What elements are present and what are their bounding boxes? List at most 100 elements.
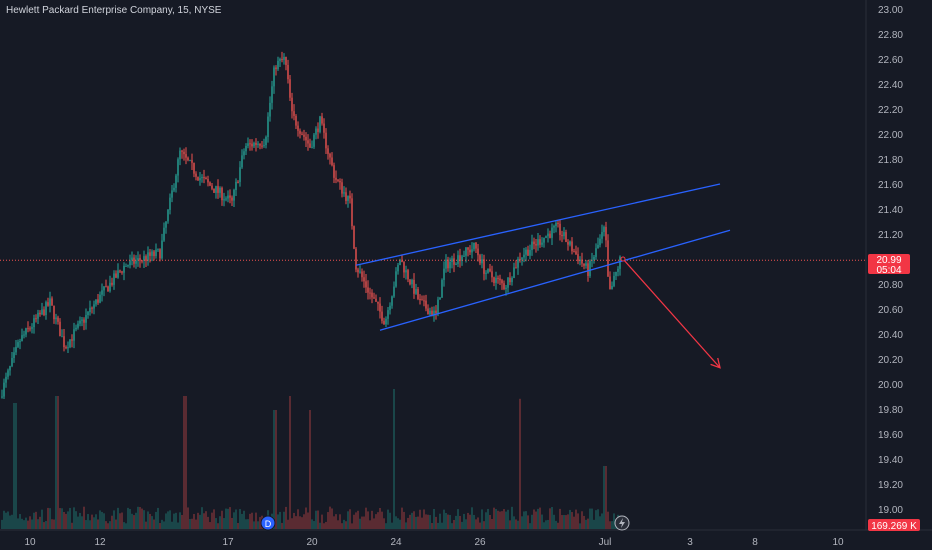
volume-bar [415, 516, 417, 529]
volume-bar [453, 519, 455, 529]
candle-body [423, 300, 425, 302]
volume-bar [95, 514, 97, 529]
volume-bar [61, 508, 63, 529]
dividend-badge-circle[interactable] [260, 515, 276, 531]
candle-body [199, 178, 201, 181]
candle-body [507, 277, 509, 288]
volume-bar [325, 521, 327, 529]
candle-body [217, 186, 219, 193]
candle-body [589, 260, 591, 276]
volume-bar [47, 507, 49, 529]
candle-body [135, 260, 137, 264]
volume-bar [545, 520, 547, 529]
volume-bar [291, 518, 293, 529]
volume-bar [77, 516, 79, 529]
volume-bar [87, 514, 89, 529]
candle-body [47, 302, 49, 306]
channel-upper-line[interactable] [355, 183, 721, 266]
candle-body [141, 260, 143, 262]
volume-bar [471, 507, 473, 529]
volume-bar [327, 512, 329, 529]
candle-body [417, 289, 419, 299]
volume-bar [199, 514, 201, 529]
candle-body [287, 64, 289, 80]
volume-bar [181, 514, 183, 529]
candle-body [145, 256, 147, 262]
volume-bar [509, 520, 511, 529]
volume-bar [405, 522, 407, 529]
volume-bar [393, 389, 395, 529]
candle-body [597, 244, 599, 249]
candle-body [15, 346, 17, 353]
candle-body [157, 249, 159, 251]
projection-arrow-start[interactable] [620, 256, 626, 262]
candle-body [93, 304, 95, 309]
volume-bar [323, 523, 325, 529]
price-tick-label: 20.00 [878, 380, 903, 391]
volume-bar [127, 507, 129, 529]
candle-body [117, 270, 119, 278]
candle-body [533, 241, 535, 245]
candle-body [549, 233, 551, 238]
volume-bar [19, 514, 21, 529]
drawing-layer[interactable] [355, 183, 731, 369]
earnings-badge[interactable] [614, 515, 630, 531]
candle-body [321, 116, 323, 124]
candle-body [261, 145, 263, 147]
candle-body [397, 265, 399, 272]
time-axis[interactable]: 10 12 17 20 24 26 Jul 3 8 10 [24, 537, 844, 548]
volume-bar [501, 511, 503, 529]
candle-body [539, 239, 541, 245]
candle-body [519, 258, 521, 260]
volume-bar [357, 510, 359, 529]
time-tick-label: 26 [474, 537, 486, 548]
candle-body [497, 277, 499, 279]
volume-bar [377, 512, 379, 529]
candle-body [389, 305, 391, 311]
volume-bar [5, 512, 7, 529]
volume-bar [155, 511, 157, 529]
volume-bar [241, 513, 243, 529]
volume-bar [35, 511, 37, 529]
price-tick-label: 22.00 [878, 130, 903, 141]
candle-body [563, 232, 565, 237]
candle-body [491, 271, 493, 278]
projection-arrow-head[interactable] [710, 357, 721, 369]
candle-body [169, 197, 171, 210]
volume-bar [213, 509, 215, 529]
candle-body [211, 185, 213, 189]
candle-body [319, 116, 321, 132]
volume-bar [139, 507, 141, 529]
candle-body [79, 320, 81, 324]
candle-body [143, 256, 145, 261]
candle-body [329, 153, 331, 158]
volume-bar [423, 509, 425, 529]
volume-bar [591, 508, 593, 529]
volume-bar [75, 511, 77, 529]
candle-body [515, 267, 517, 269]
volume-bar [463, 513, 465, 529]
candle-body [527, 249, 529, 256]
candle-body [365, 281, 367, 288]
candle-body [421, 299, 423, 301]
candle-body [565, 232, 567, 242]
volume-bar [131, 513, 133, 529]
dividend-badge[interactable]: D [260, 515, 276, 531]
candle-body [375, 298, 377, 302]
volume-bar [331, 508, 333, 529]
candle-body [419, 298, 421, 300]
volume-bar [517, 520, 519, 529]
volume-bar [503, 509, 505, 529]
price-tick-label: 23.00 [878, 5, 903, 16]
candle-body [413, 279, 415, 294]
candle-body [3, 382, 5, 397]
candle-body [359, 271, 361, 273]
candle-body [379, 303, 381, 312]
dividend-badge-label: D [265, 519, 272, 529]
channel-lower-line[interactable] [379, 229, 731, 331]
candle-body [5, 376, 7, 383]
price-tick-label: 20.60 [878, 305, 903, 316]
projection-arrow-line[interactable] [622, 258, 721, 369]
